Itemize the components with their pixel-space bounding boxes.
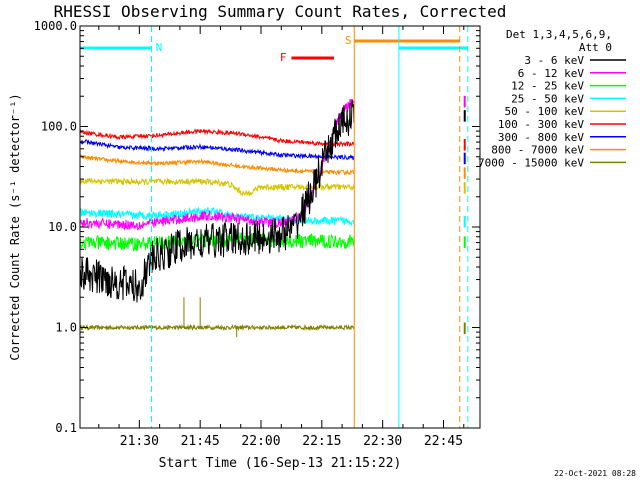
y-tick-label: 1.0 — [55, 321, 77, 335]
legend-header-1: Det 1,3,4,5,6,9, — [506, 28, 612, 41]
saa-label: S — [345, 34, 352, 47]
y-tick-label: 100.0 — [41, 120, 77, 134]
generation-timestamp: 22-Oct-2021 08:28 — [554, 469, 636, 478]
flare-label: F — [280, 51, 287, 64]
legend-entry-label: 800 - 7000 keV — [491, 144, 584, 157]
x-axis-label: Start Time (16-Sep-13 21:15:22) — [159, 456, 402, 471]
legend-header-2: Att 0 — [579, 41, 612, 54]
chart-title: RHESSI Observing Summary Count Rates, Co… — [54, 2, 507, 21]
series-line-800-to-7000kev — [79, 154, 355, 176]
legend-entry-label: 7000 - 15000 keV — [478, 156, 584, 169]
plot-area: N S F 0.1 1.0 10.0 100.0 1000.0 21:30 21:45 22:00 2… — [34, 19, 481, 449]
series-line-3-to-6kev — [79, 99, 355, 303]
legend-entry-label: 50 - 100 keV — [505, 105, 585, 118]
series-line-100-to-300kev — [79, 128, 355, 148]
y-tick-label: 1000.0 — [34, 19, 77, 33]
legend-entry-label: 3 - 6 keV — [524, 54, 584, 67]
series-line-300-to-800kev — [79, 139, 355, 161]
x-tick-label: 22:30 — [363, 434, 402, 449]
legend-entry-label: 100 - 300 keV — [498, 118, 584, 131]
legend-entry-label: 300 - 800 keV — [498, 131, 584, 144]
y-tick-label: 0.1 — [55, 421, 77, 435]
legend-entry-label: 25 - 50 keV — [511, 92, 584, 105]
x-tick-label: 22:15 — [302, 434, 341, 449]
x-tick-label: 22:45 — [424, 434, 463, 449]
x-tick-label: 21:30 — [120, 434, 159, 449]
night-label: N — [156, 41, 163, 54]
x-tick-label: 21:45 — [181, 434, 220, 449]
y-tick-label: 10.0 — [48, 220, 77, 234]
y-axis-label: Corrected Count Rate (s⁻¹ detector⁻¹) — [8, 93, 22, 360]
legend-entry-label: 12 - 25 keV — [511, 80, 584, 93]
x-tick-label: 22:00 — [241, 434, 280, 449]
series-line-25-to-50kev — [79, 206, 355, 227]
series-line-7000-to-15000kev — [79, 323, 355, 332]
series-line-12-to-25kev — [79, 232, 355, 252]
legend-entry-label: 6 - 12 keV — [518, 67, 585, 80]
